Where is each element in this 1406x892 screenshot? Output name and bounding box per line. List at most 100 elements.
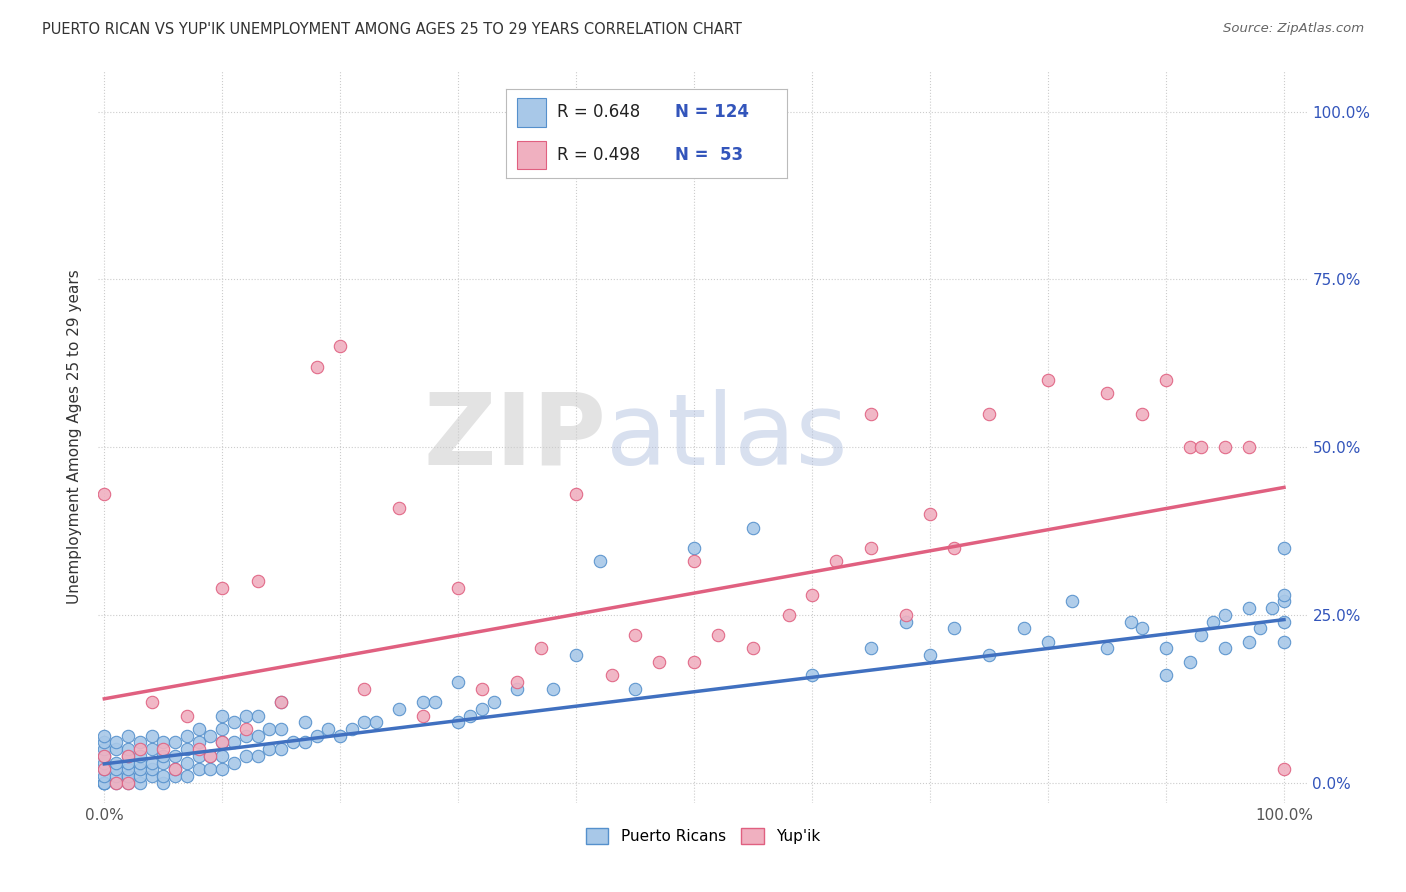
- Point: [1036, 373, 1059, 387]
- Point: [165, 735, 187, 749]
- Text: PUERTO RICAN VS YUP'IK UNEMPLOYMENT AMONG AGES 25 TO 29 YEARS CORRELATION CHART: PUERTO RICAN VS YUP'IK UNEMPLOYMENT AMON…: [42, 22, 742, 37]
- Point: [364, 715, 387, 730]
- Point: [93, 748, 115, 763]
- Text: R = 0.498: R = 0.498: [557, 146, 640, 164]
- Point: [589, 554, 612, 568]
- Point: [471, 702, 494, 716]
- Point: [93, 742, 115, 756]
- Point: [246, 748, 269, 763]
- Point: [896, 615, 918, 629]
- Text: N = 124: N = 124: [675, 103, 749, 121]
- Point: [105, 775, 128, 789]
- Point: [152, 748, 174, 763]
- Point: [211, 735, 233, 749]
- Point: [200, 762, 222, 776]
- Legend: Puerto Ricans, Yup'ik: Puerto Ricans, Yup'ik: [579, 822, 827, 850]
- Point: [211, 735, 233, 749]
- Point: [141, 729, 163, 743]
- Point: [706, 628, 728, 642]
- Point: [683, 655, 706, 669]
- Point: [388, 702, 411, 716]
- Point: [1237, 601, 1260, 615]
- Point: [977, 648, 1000, 662]
- Point: [624, 628, 647, 642]
- Point: [259, 722, 281, 736]
- Point: [235, 722, 257, 736]
- Point: [447, 715, 470, 730]
- Point: [1154, 668, 1177, 682]
- Point: [93, 762, 115, 776]
- Point: [1036, 634, 1059, 648]
- Point: [1272, 615, 1295, 629]
- Point: [93, 775, 115, 789]
- Point: [600, 668, 623, 682]
- FancyBboxPatch shape: [517, 98, 546, 127]
- Point: [565, 487, 588, 501]
- Point: [105, 735, 128, 749]
- Point: [128, 742, 150, 756]
- Text: ZIP: ZIP: [423, 389, 606, 485]
- Point: [1213, 641, 1236, 656]
- Point: [1213, 607, 1236, 622]
- Point: [246, 574, 269, 589]
- Point: [305, 729, 328, 743]
- Point: [1272, 634, 1295, 648]
- Point: [128, 775, 150, 789]
- Point: [93, 729, 115, 743]
- Text: atlas: atlas: [606, 389, 848, 485]
- Point: [200, 748, 222, 763]
- Point: [165, 748, 187, 763]
- Point: [1132, 621, 1154, 635]
- Point: [530, 641, 553, 656]
- Point: [141, 756, 163, 770]
- Point: [294, 715, 316, 730]
- Point: [246, 729, 269, 743]
- Point: [222, 756, 245, 770]
- Point: [1060, 594, 1083, 608]
- Point: [920, 648, 942, 662]
- Point: [235, 729, 257, 743]
- Point: [187, 742, 209, 756]
- Point: [105, 756, 128, 770]
- Point: [152, 756, 174, 770]
- Point: [222, 715, 245, 730]
- Point: [105, 775, 128, 789]
- Point: [1213, 440, 1236, 454]
- Point: [648, 655, 671, 669]
- Point: [896, 607, 918, 622]
- Point: [860, 541, 883, 555]
- Point: [211, 708, 233, 723]
- Point: [93, 756, 115, 770]
- Point: [176, 708, 198, 723]
- Point: [117, 775, 139, 789]
- Point: [482, 695, 505, 709]
- Point: [211, 722, 233, 736]
- Point: [128, 735, 150, 749]
- Point: [1272, 594, 1295, 608]
- Point: [329, 339, 352, 353]
- Text: Source: ZipAtlas.com: Source: ZipAtlas.com: [1223, 22, 1364, 36]
- Point: [117, 769, 139, 783]
- Point: [211, 748, 233, 763]
- Point: [117, 769, 139, 783]
- Point: [117, 775, 139, 789]
- Point: [222, 735, 245, 749]
- Point: [624, 681, 647, 696]
- Point: [388, 500, 411, 515]
- Point: [977, 407, 1000, 421]
- Point: [742, 641, 765, 656]
- Point: [541, 681, 564, 696]
- Point: [187, 722, 209, 736]
- Text: R = 0.648: R = 0.648: [557, 103, 640, 121]
- Point: [942, 541, 965, 555]
- Point: [105, 762, 128, 776]
- Point: [141, 695, 163, 709]
- Point: [1237, 440, 1260, 454]
- Point: [93, 748, 115, 763]
- Point: [1189, 440, 1212, 454]
- Point: [93, 775, 115, 789]
- Point: [200, 729, 222, 743]
- Point: [506, 675, 529, 690]
- Point: [165, 762, 187, 776]
- Point: [920, 508, 942, 522]
